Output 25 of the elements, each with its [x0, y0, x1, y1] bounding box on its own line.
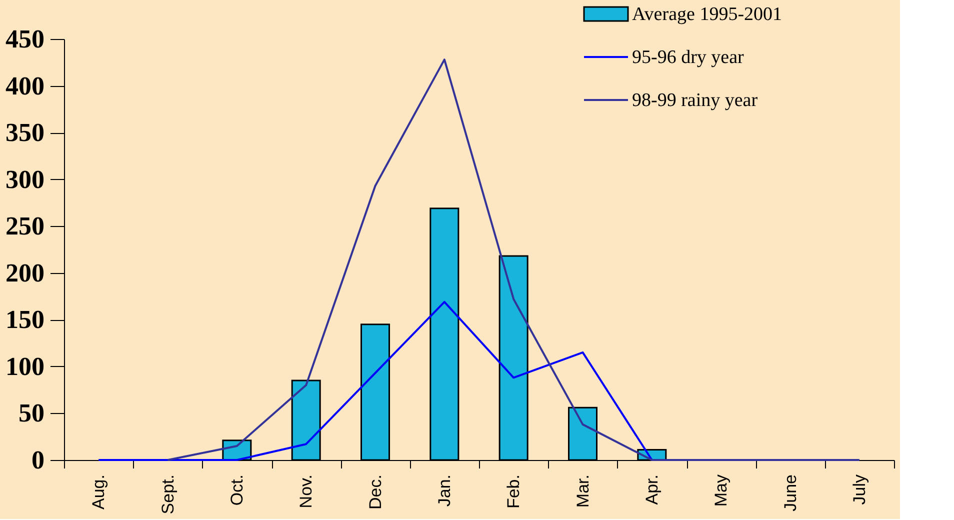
y-tick-label: 350: [6, 118, 44, 148]
x-tick-label: Jan.: [434, 474, 454, 507]
y-tick-label: 200: [6, 258, 44, 288]
x-tick-label: Feb.: [504, 474, 524, 509]
y-tick-label: 0: [32, 446, 44, 474]
x-tick-label: Aug.: [89, 474, 108, 510]
legend-label: 98-99 rainy year: [632, 90, 758, 111]
x-tick-label: Apr.: [642, 474, 662, 505]
y-tick-label: 450: [6, 24, 44, 54]
y-tick-label: 300: [6, 164, 44, 194]
y-tick-label: 150: [6, 305, 44, 334]
x-tick-label: July: [850, 474, 869, 505]
legend-label: 95-96 dry year: [632, 47, 745, 68]
x-tick-label: Nov.: [296, 474, 316, 508]
x-tick-label: June: [780, 474, 800, 512]
y-tick-label: 250: [6, 212, 44, 241]
y-tick-label: 100: [6, 352, 44, 381]
x-tick-label: Mar.: [573, 474, 592, 508]
y-tick-label: 400: [6, 71, 44, 100]
x-tick-label: Oct.: [227, 474, 246, 506]
y-tick-label: 50: [18, 398, 44, 428]
x-tick-label: Dec.: [366, 474, 385, 510]
legend-label: Average 1995-2001: [632, 4, 782, 25]
x-tick-label: May: [712, 474, 731, 507]
x-tick-label: Sept.: [158, 474, 178, 514]
